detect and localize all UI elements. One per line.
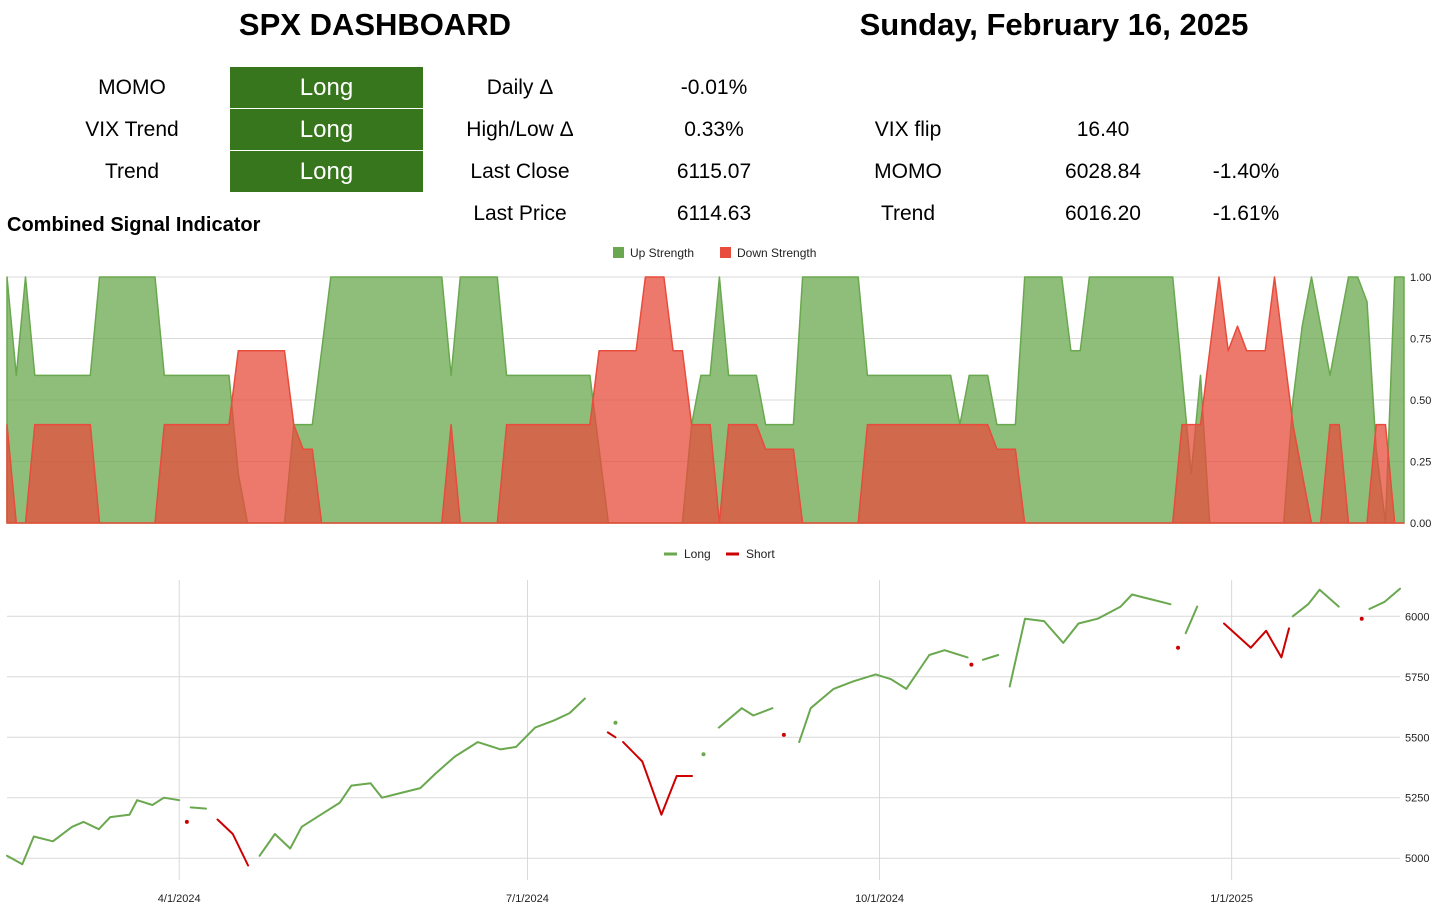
- line-y-tick-label: 6000: [1405, 611, 1429, 623]
- line-point-long: [701, 752, 706, 757]
- line-point-short: [184, 819, 189, 824]
- area-chart-y-axis: 1.00 0.75 0.50 0.25 0.00: [1410, 272, 1431, 530]
- area-y-tick-label: 0.50: [1410, 395, 1431, 407]
- legend-label-long: Long: [684, 547, 711, 561]
- line-segment-short: [1223, 622, 1290, 659]
- line-y-tick-label: 5750: [1405, 672, 1429, 684]
- stat-label-daily-delta: Daily Δ: [486, 76, 554, 99]
- line-point-short: [1176, 645, 1181, 650]
- area-y-tick-label: 0.75: [1410, 334, 1431, 346]
- line-segment-long: [6, 796, 181, 866]
- area-y-tick-label: 0.25: [1410, 457, 1431, 469]
- legend-swatch-down-strength: [720, 247, 731, 258]
- line-segment-long: [1368, 587, 1401, 610]
- line-y-tick-label: 5000: [1405, 853, 1429, 865]
- stat-value-last-price: 6114.63: [676, 202, 752, 225]
- legend-label-up-strength: Up Strength: [630, 246, 694, 260]
- line-segment-short: [606, 731, 617, 739]
- line-segment-short: [622, 741, 693, 816]
- area-series-down-strength: [6, 276, 1405, 524]
- signal-label-momo: MOMO: [98, 76, 166, 99]
- line-chart-grid: [7, 580, 1400, 880]
- line-y-tick-label: 5500: [1405, 732, 1429, 744]
- signal-area-chart: Up Strength Down Strength 1.00 0.75 0.50 0.2…: [6, 246, 1431, 530]
- line-chart-legend: Long Short: [664, 547, 775, 561]
- date-title: Sunday, February 16, 2025: [859, 7, 1249, 42]
- level-label-trend: Trend: [880, 202, 936, 225]
- line-segment-long: [798, 649, 969, 744]
- level-value-vix-flip: 16.40: [1076, 118, 1130, 141]
- page-title: SPX DASHBOARD: [238, 7, 512, 42]
- level-label-momo: MOMO: [874, 160, 942, 183]
- stat-value-high-low-delta: 0.33%: [684, 118, 744, 141]
- legend-label-down-strength: Down Strength: [737, 246, 816, 260]
- line-chart-x-axis: 4/1/2024 7/1/2024 10/1/2024 1/1/2025: [158, 893, 1253, 905]
- line-segment-long: [981, 654, 1000, 661]
- area-y-tick-label: 0.00: [1410, 518, 1431, 530]
- price-line-chart: Long Short 5000 5250 5500 5750 6000 4/1/2024 7…: [6, 547, 1429, 905]
- level-pct-momo: -1.40%: [1212, 160, 1280, 183]
- area-chart-legend: Up Strength Down Strength: [613, 246, 816, 260]
- line-segment-long: [1008, 593, 1172, 688]
- line-chart-series: [6, 587, 1401, 867]
- signal-value-trend: Long: [230, 151, 423, 192]
- level-value-trend: 6016.20: [1065, 202, 1141, 225]
- signal-value-momo: Long: [230, 67, 423, 108]
- stat-value-last-close: 6115.07: [676, 160, 752, 183]
- legend-label-short: Short: [746, 547, 775, 561]
- stat-value-daily-delta: -0.01%: [680, 76, 748, 99]
- signal-label-vix-trend: VIX Trend: [85, 118, 179, 141]
- legend-swatch-up-strength: [613, 247, 624, 258]
- line-point-short: [1359, 616, 1364, 621]
- line-segment-short: [216, 818, 250, 867]
- line-x-tick-label: 7/1/2024: [506, 893, 549, 905]
- line-chart-y-axis: 5000 5250 5500 5750 6000: [1405, 611, 1429, 865]
- signal-value-vix-trend: Long: [230, 109, 423, 150]
- level-label-vix-flip: VIX flip: [874, 118, 942, 141]
- stat-label-last-price: Last Price: [473, 202, 567, 225]
- line-point-short: [781, 732, 786, 737]
- level-pct-trend: -1.61%: [1212, 202, 1280, 225]
- line-segment-long: [717, 707, 774, 729]
- line-point-long: [613, 720, 618, 725]
- line-x-tick-label: 10/1/2024: [855, 893, 904, 905]
- line-x-tick-label: 4/1/2024: [158, 893, 201, 905]
- stat-label-last-close: Last Close: [470, 160, 570, 183]
- line-segment-long: [258, 697, 586, 857]
- line-y-tick-label: 5250: [1405, 793, 1429, 805]
- line-segment-long: [1291, 588, 1340, 618]
- area-y-tick-label: 1.00: [1410, 272, 1431, 284]
- level-value-momo: 6028.84: [1065, 160, 1141, 183]
- stat-label-high-low-delta: High/Low Δ: [466, 118, 574, 141]
- section-title: Combined Signal Indicator: [7, 214, 261, 236]
- area-chart-series: [6, 276, 1405, 524]
- line-segment-long: [1184, 605, 1199, 635]
- line-point-short: [969, 662, 974, 667]
- line-x-tick-label: 1/1/2025: [1210, 893, 1253, 905]
- signal-label-trend: Trend: [104, 160, 160, 183]
- line-segment-long: [189, 806, 207, 810]
